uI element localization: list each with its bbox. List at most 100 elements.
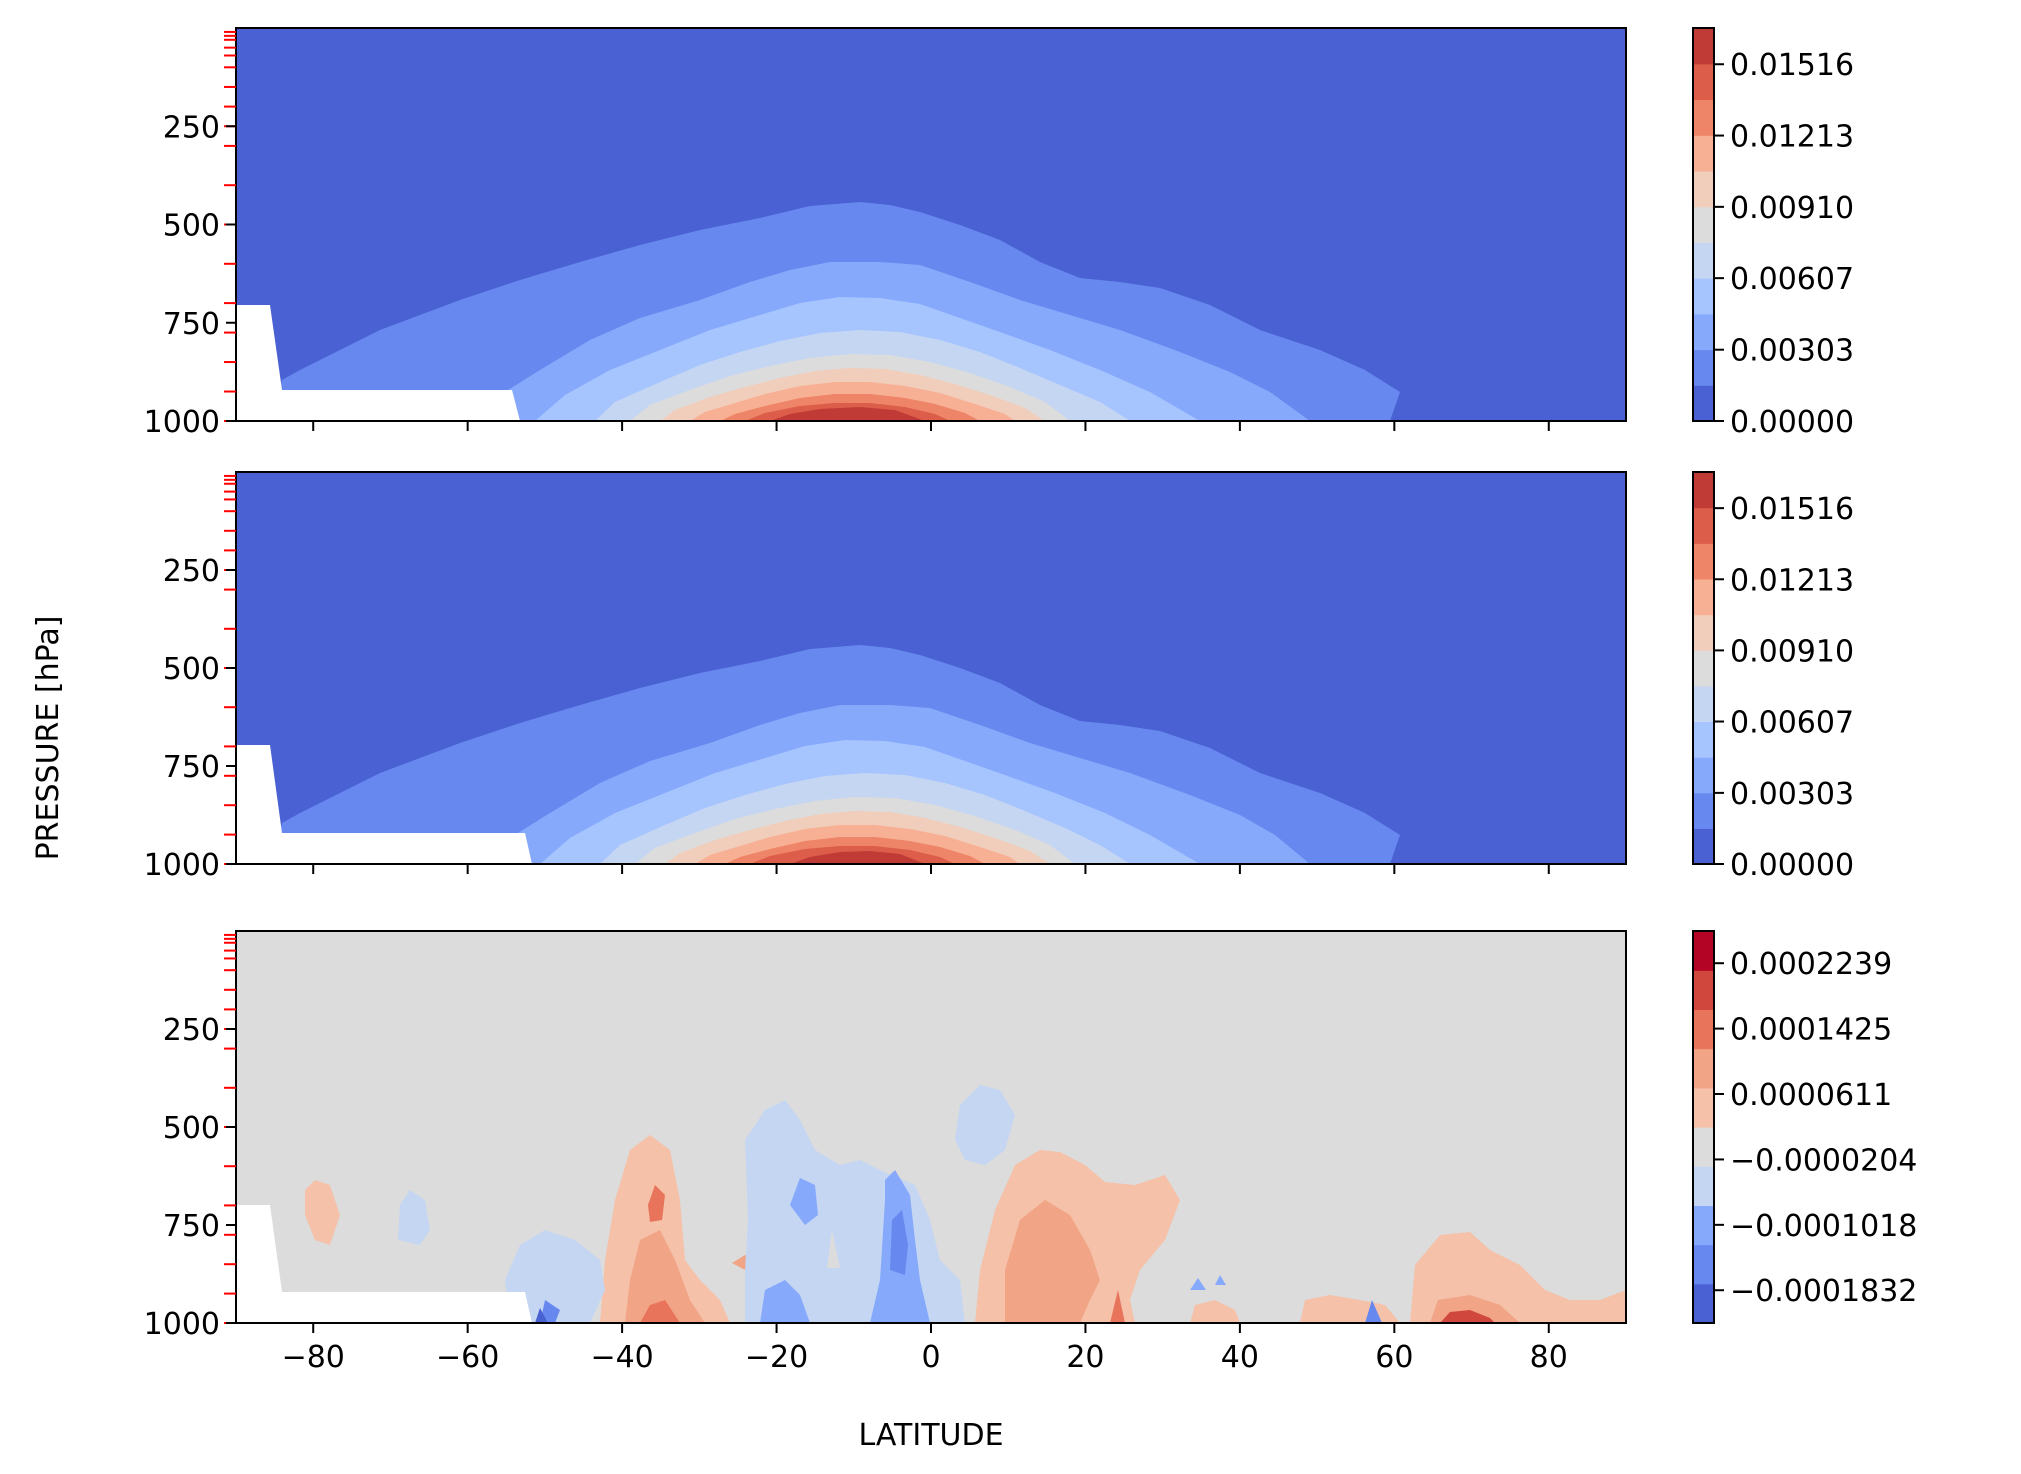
colorbar-segment: [1693, 28, 1714, 65]
colorbar-segment: [1693, 1244, 1714, 1285]
colorbar-segment: [1693, 1087, 1714, 1128]
anomaly-patch-negative: [1215, 1275, 1226, 1285]
y-tick-label: 750: [163, 750, 220, 785]
contour-plot-1: [236, 28, 1626, 421]
anomaly-patch-positive: [625, 1230, 705, 1323]
anomaly-patch-negative: [955, 1085, 1015, 1165]
colorbar-tick-label: 0.01516: [1730, 48, 1854, 83]
y-ticks-3: 250 500 750 1000: [144, 1013, 236, 1342]
colorbar-3: 0.0002239 0.0001425 0.0000611 −0.0000204 −0.…: [1692, 930, 1917, 1324]
missing-data-mask: [236, 472, 532, 864]
y-tick-label: 500: [163, 209, 220, 244]
y-tick-label: 250: [163, 1013, 220, 1048]
colorbar-tick-label: 0.00910: [1730, 191, 1854, 226]
x-tick-label: −20: [745, 1340, 808, 1375]
colorbar-tick-label: 0.01213: [1730, 563, 1854, 598]
anomaly-patch-positive: [1005, 1200, 1100, 1323]
colorbar-segment: [1693, 135, 1714, 172]
colorbar-segment: [1693, 685, 1714, 723]
colorbar-segment: [1693, 828, 1714, 865]
y-ticks-2: 250 500 750 1000: [144, 554, 236, 883]
colorbar-segment: [1693, 1127, 1714, 1167]
colorbar-segment: [1693, 63, 1714, 101]
anomaly-patch-positive: [1440, 1310, 1495, 1323]
colorbar-segment: [1693, 1283, 1714, 1324]
contour-plot-2: [236, 472, 1626, 864]
x-tick-label: −40: [590, 1340, 653, 1375]
colorbar-tick-label: 0.00303: [1730, 334, 1854, 369]
y-tick-label: 250: [163, 554, 220, 589]
anomaly-patch-negative: [540, 1300, 560, 1323]
colorbar-segment: [1693, 721, 1714, 758]
y-tick-label: 500: [163, 1111, 220, 1146]
anomaly-patch-positive: [1190, 1300, 1240, 1323]
red-level-ticks-1: [224, 30, 236, 422]
anomaly-patch-negative: [505, 1230, 605, 1323]
x-tick-label: 80: [1530, 1340, 1568, 1375]
anomaly-patch-negative: [890, 1210, 908, 1275]
x-ticks-3: −80 −60 −40 −20 0 20 40 60 80: [282, 1323, 1568, 1375]
y-axis-label: PRESSURE [hPa]: [31, 616, 66, 861]
colorbar-segment: [1693, 507, 1714, 544]
y-tick-label: 250: [163, 110, 220, 145]
colorbar-frame: [1692, 471, 1715, 865]
colorbar-segment: [1693, 1009, 1714, 1050]
missing-data-mask: [236, 931, 532, 1323]
x-tick-label: 60: [1375, 1340, 1413, 1375]
x-tick-label: −80: [282, 1340, 345, 1375]
x-tick-label: 20: [1066, 1340, 1104, 1375]
panel-2: 250 500 750 1000 0.01516 0.01213 0.00910 0.006…: [144, 471, 1854, 883]
colorbar-segment: [1693, 1166, 1714, 1206]
colorbar-segment: [1693, 931, 1714, 971]
anomaly-patch-negative: [1190, 1278, 1206, 1290]
y-tick-label: 750: [163, 1209, 220, 1244]
anomaly-patch-negative: [790, 1178, 818, 1225]
colorbar-segment: [1693, 349, 1714, 386]
colorbar-tick-label: 0.00303: [1730, 777, 1854, 812]
colorbar-segment: [1693, 650, 1714, 687]
colorbar-segment: [1693, 970, 1714, 1010]
x-ticks-1: [312, 421, 1550, 431]
y-tick-label: 1000: [144, 1307, 220, 1342]
colorbar-tick-label: −0.0001018: [1730, 1209, 1917, 1244]
y-tick-label: 750: [163, 307, 220, 342]
anomaly-patch-positive: [305, 1180, 340, 1245]
colorbar-tick-label: −0.0001832: [1730, 1274, 1917, 1309]
anomaly-patch-negative: [535, 1308, 548, 1323]
colorbar-segment: [1693, 278, 1714, 315]
colorbar-segment: [1693, 1048, 1714, 1089]
colorbar-tick-label: 0.00910: [1730, 634, 1854, 669]
colorbar-2: 0.01516 0.01213 0.00910 0.00607 0.00303 0.000…: [1692, 471, 1854, 883]
colorbar-segment: [1693, 614, 1714, 651]
colorbar-1: 0.01516 0.01213 0.00910 0.00607 0.00303 0.000…: [1692, 27, 1854, 440]
anomaly-patch-positive: [1110, 1290, 1125, 1323]
colorbar-segment: [1693, 99, 1714, 136]
colorbar-segment: [1693, 1205, 1714, 1246]
colorbar-segment: [1693, 206, 1714, 243]
colorbar-tick-label: 0.0002239: [1730, 947, 1892, 982]
colorbar-segment: [1693, 472, 1714, 509]
anomaly-patch-negative: [1365, 1300, 1382, 1323]
colorbar-tick-label: 0.01213: [1730, 120, 1854, 155]
colorbar-segment: [1693, 242, 1714, 279]
colorbar-tick-label: 0.00607: [1730, 262, 1854, 297]
y-ticks-1: 250 500 750 1000: [144, 110, 236, 440]
anomaly-patch-positive: [648, 1185, 665, 1222]
colorbar-segment: [1693, 543, 1714, 580]
x-tick-label: −60: [436, 1340, 499, 1375]
colorbar-segment: [1693, 170, 1714, 208]
colorbar-segment: [1693, 792, 1714, 829]
colorbar-segment: [1693, 578, 1714, 616]
colorbar-segment: [1693, 385, 1714, 422]
anomaly-patch-neutral: [827, 1230, 840, 1268]
red-level-ticks-2: [224, 474, 236, 865]
colorbar-frame: [1692, 930, 1715, 1324]
anomaly-patch-positive: [640, 1300, 680, 1323]
colorbar-tick-label: 0.0001425: [1730, 1013, 1892, 1048]
colorbar-frame: [1692, 27, 1715, 422]
x-ticks-2: [312, 864, 1550, 874]
contour-band-level-10: [770, 407, 925, 421]
y-tick-label: 500: [163, 652, 220, 687]
panel-3: −80 −60 −40 −20 0 20 40 60 80 250 500 750 1000 0.00…: [144, 930, 1917, 1375]
